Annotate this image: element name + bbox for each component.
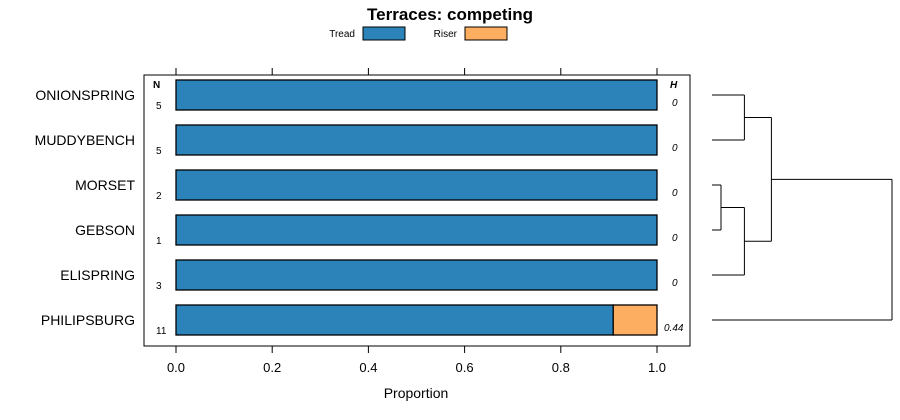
n-value-gebson: 1 xyxy=(156,236,162,247)
row-label-onionspring: ONIONSPRING xyxy=(35,87,135,103)
legend-label-riser: Riser xyxy=(434,29,458,40)
x-tick-label-5: 1.0 xyxy=(648,360,666,375)
x-tick-label-0: 0.0 xyxy=(167,360,185,375)
bar-philipsburg-tread xyxy=(175,304,614,336)
x-tick-label-1: 0.2 xyxy=(263,360,281,375)
h-value-philipsburg: 0.44 xyxy=(664,323,684,334)
bar-morset-tread xyxy=(175,169,658,201)
row-labels-group: ONIONSPRING MUDDYBENCH MORSET GEBSON ELISPRI… xyxy=(35,87,136,328)
n-value-morset: 2 xyxy=(156,191,162,202)
legend-label-tread: Tread xyxy=(329,29,355,40)
row-label-gebson: GEBSON xyxy=(75,222,135,238)
bars-group xyxy=(175,79,658,336)
chart-title: Terraces: competing xyxy=(367,5,533,24)
n-values-group: 5 5 2 1 3 11 xyxy=(156,101,167,337)
row-label-morset: MORSET xyxy=(75,177,135,193)
n-value-onionspring: 5 xyxy=(156,101,162,112)
n-value-elispring: 3 xyxy=(156,281,162,292)
n-value-philipsburg: 11 xyxy=(156,326,167,337)
row-label-philipsburg: PHILIPSBURG xyxy=(41,312,135,328)
bar-gebson-tread xyxy=(175,214,658,246)
h-value-morset: 0 xyxy=(672,188,678,199)
n-value-muddybench: 5 xyxy=(156,146,162,157)
bar-elispring-tread xyxy=(175,259,658,291)
x-tick-label-2: 0.4 xyxy=(359,360,377,375)
h-column-header: H xyxy=(670,80,678,91)
x-tick-label-3: 0.6 xyxy=(456,360,474,375)
plot-frame xyxy=(143,74,691,347)
bar-philipsburg-riser xyxy=(612,304,658,336)
n-column-header: N xyxy=(153,80,160,91)
legend-swatch-riser xyxy=(464,26,508,41)
h-value-muddybench: 0 xyxy=(672,143,678,154)
row-label-elispring: ELISPRING xyxy=(60,267,135,283)
h-value-elispring: 0 xyxy=(672,278,678,289)
h-value-onionspring: 0 xyxy=(672,98,678,109)
bar-onionspring-tread xyxy=(175,79,658,111)
legend: Tread Riser xyxy=(329,26,508,41)
x-tick-label-4: 0.8 xyxy=(552,360,570,375)
x-axis: 0.0 0.2 0.4 0.6 0.8 1.0 xyxy=(167,68,666,375)
x-axis-label: Proportion xyxy=(384,385,449,401)
dendrogram xyxy=(712,94,893,321)
h-values-group: 0 0 0 0 0 0.44 xyxy=(664,98,684,334)
bar-muddybench-tread xyxy=(175,124,658,156)
legend-swatch-tread xyxy=(362,26,406,41)
row-label-muddybench: MUDDYBENCH xyxy=(35,132,135,148)
h-value-gebson: 0 xyxy=(672,233,678,244)
